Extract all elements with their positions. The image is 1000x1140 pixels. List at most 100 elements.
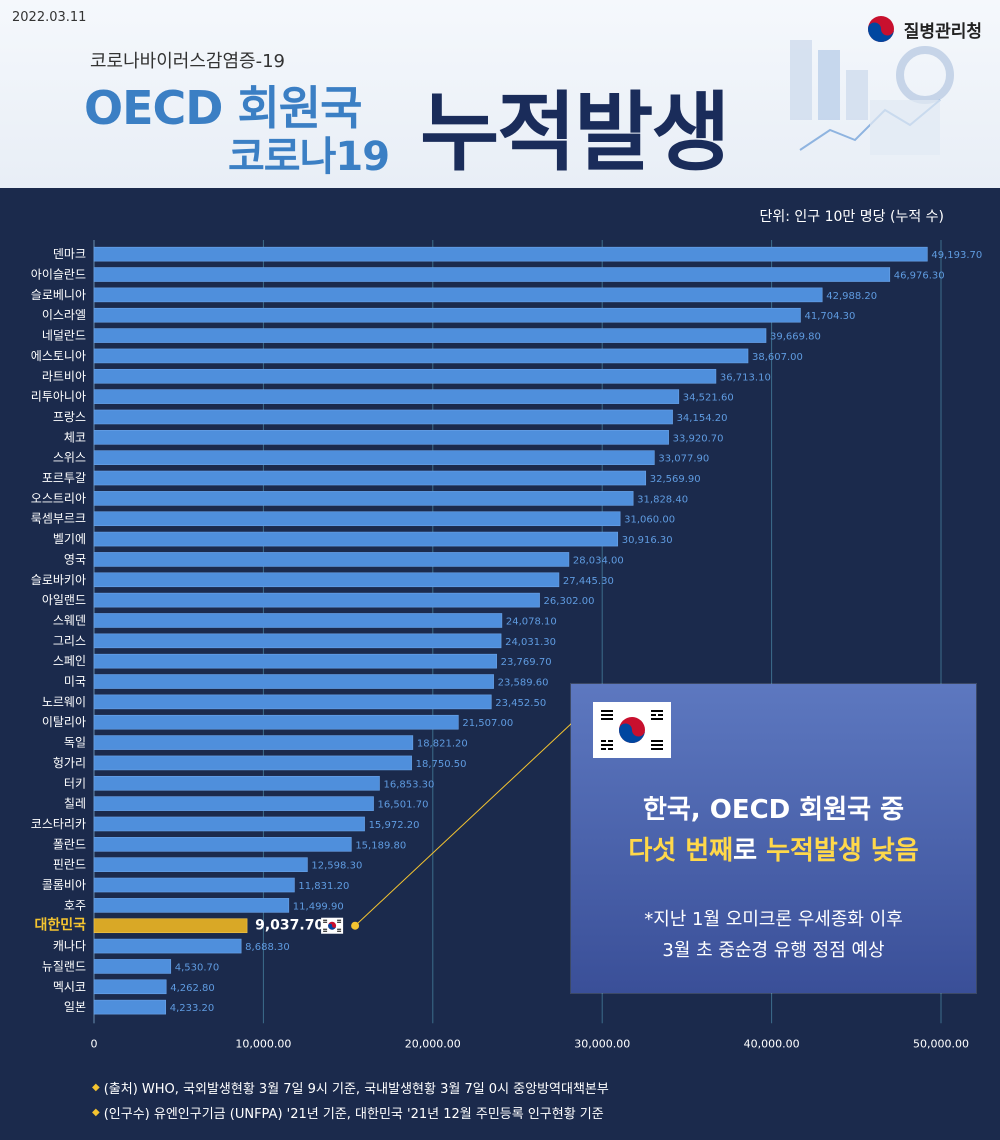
bar [93,898,290,913]
bar [93,816,365,832]
category-label: 프랑스 [53,410,86,424]
x-tick-label: 20,000.00 [405,1037,461,1050]
unit-label: 단위: 인구 10만 명당 (누적 수) [759,209,944,225]
value-label: 38,607.00 [752,352,803,363]
category-label: 코스타리카 [31,817,86,831]
dashboard-illustration-icon [790,40,954,155]
callout-note-2: 3월 초 중순경 유행 정점 예상 [662,940,885,961]
bar [93,328,767,343]
category-label: 에스토니아 [31,349,86,363]
category-label: 오스트리아 [31,491,86,505]
callout-note-1: *지난 1월 오미크론 우세종화 이후 [644,909,903,930]
category-label: 슬로바키아 [31,573,86,587]
title-line1: OECD 회원국 [84,81,362,135]
header-banner: 2022.03.11 질병관리청 코로나바이러스감염증-19 OECD 회원국 … [0,0,1000,188]
value-label: 33,077.90 [658,454,709,465]
bar [93,287,823,303]
category-label: 멕시코 [53,980,86,994]
value-label: 36,713.10 [720,372,771,383]
value-label: 23,589.60 [498,678,549,689]
x-tick-label: 0 [91,1037,98,1050]
category-label: 칠레 [64,797,86,811]
bar [93,959,172,974]
agency-name: 질병관리청 [903,21,982,42]
bar [93,531,619,547]
callout-headline: 한국, OECD 회원국 중 [642,795,905,825]
bar [93,796,374,811]
diamond-bullet-icon: ◆ [92,1082,100,1093]
category-label: 라트비아 [42,369,86,383]
bar [93,592,540,608]
category-label: 벨기에 [53,532,86,546]
bar [93,979,167,995]
bar [93,348,749,364]
value-label: 26,302.00 [544,596,595,607]
category-label: 그리스 [53,634,86,648]
korea-flag-icon [593,702,671,758]
bar [93,857,308,872]
bar [93,572,560,588]
callout-subheadline: 다섯 번째로 누적발생 낮음 [571,830,976,867]
category-label: 뉴질랜드 [42,959,86,973]
value-label: 49,193.70 [931,250,982,261]
bar [93,491,634,506]
bar [93,775,380,791]
value-label: 12,598.30 [311,861,362,872]
value-label: 4,262.80 [170,983,215,994]
category-label: 호주 [64,898,86,912]
value-label: 4,233.20 [170,1003,215,1014]
bar [93,735,414,750]
bar [93,877,295,893]
category-label: 독일 [64,736,86,750]
value-label: 39,669.80 [770,332,821,343]
value-label: 31,060.00 [624,515,675,526]
bar-highlight [93,918,248,934]
bar [93,837,352,852]
value-label: 34,521.60 [683,393,734,404]
footnotes: ◆ (출처) WHO, 국외발생현황 3월 7일 9시 기준, 국내발생현황 3월… [92,1078,609,1128]
footnote-source: ◆ (출처) WHO, 국외발생현황 3월 7일 9시 기준, 국내발생현황 3월… [92,1078,609,1097]
value-label: 21,507.00 [462,718,513,729]
category-label: 리투아니아 [31,390,86,404]
bar [93,633,502,649]
category-label: 스웨덴 [53,613,86,627]
subtitle: 코로나바이러스감염증-19 [90,51,285,72]
x-tick-label: 30,000.00 [574,1037,630,1050]
bar [93,938,242,954]
category-label: 캐나다 [53,939,86,953]
category-label: 터키 [64,776,86,790]
title-main: 누적발생 [420,83,730,183]
bar [93,511,621,527]
bar [93,470,647,486]
value-label: 9,037.70 [255,918,324,934]
value-label: 31,828.40 [637,494,688,505]
callout-box: 한국, OECD 회원국 중 다섯 번째로 누적발생 낮음 *지난 1월 오미크… [571,684,976,993]
bar [93,389,680,404]
category-label: 룩셈부르크 [31,512,86,526]
category-label: 폴란드 [53,837,86,851]
value-label: 34,154.20 [677,413,728,424]
value-label: 41,704.30 [804,311,855,322]
value-label: 11,499.90 [293,901,344,912]
bar [93,246,928,262]
callout-rank-text: 다섯 번째 [628,836,734,866]
category-label: 네덜란드 [42,329,86,343]
diamond-bullet-icon: ◆ [92,1107,100,1118]
category-label: 스페인 [53,654,86,668]
bar [93,267,891,282]
value-label: 24,078.10 [506,616,557,627]
value-label: 8,688.30 [245,942,290,953]
title-line2: 코로나19 [228,134,390,180]
value-label: 16,501.70 [378,800,429,811]
value-label: 42,988.20 [826,291,877,302]
value-label: 11,831.20 [298,881,349,892]
bar [93,674,494,689]
korea-flag-icon [321,917,344,934]
bar [93,714,459,730]
callout-connector-text: 로 [733,836,767,866]
category-label: 콜롬비아 [42,878,86,892]
category-label: 노르웨이 [42,695,86,709]
x-tick-label: 10,000.00 [235,1037,291,1050]
value-label: 32,569.90 [650,474,701,485]
category-label: 이탈리아 [42,715,86,729]
